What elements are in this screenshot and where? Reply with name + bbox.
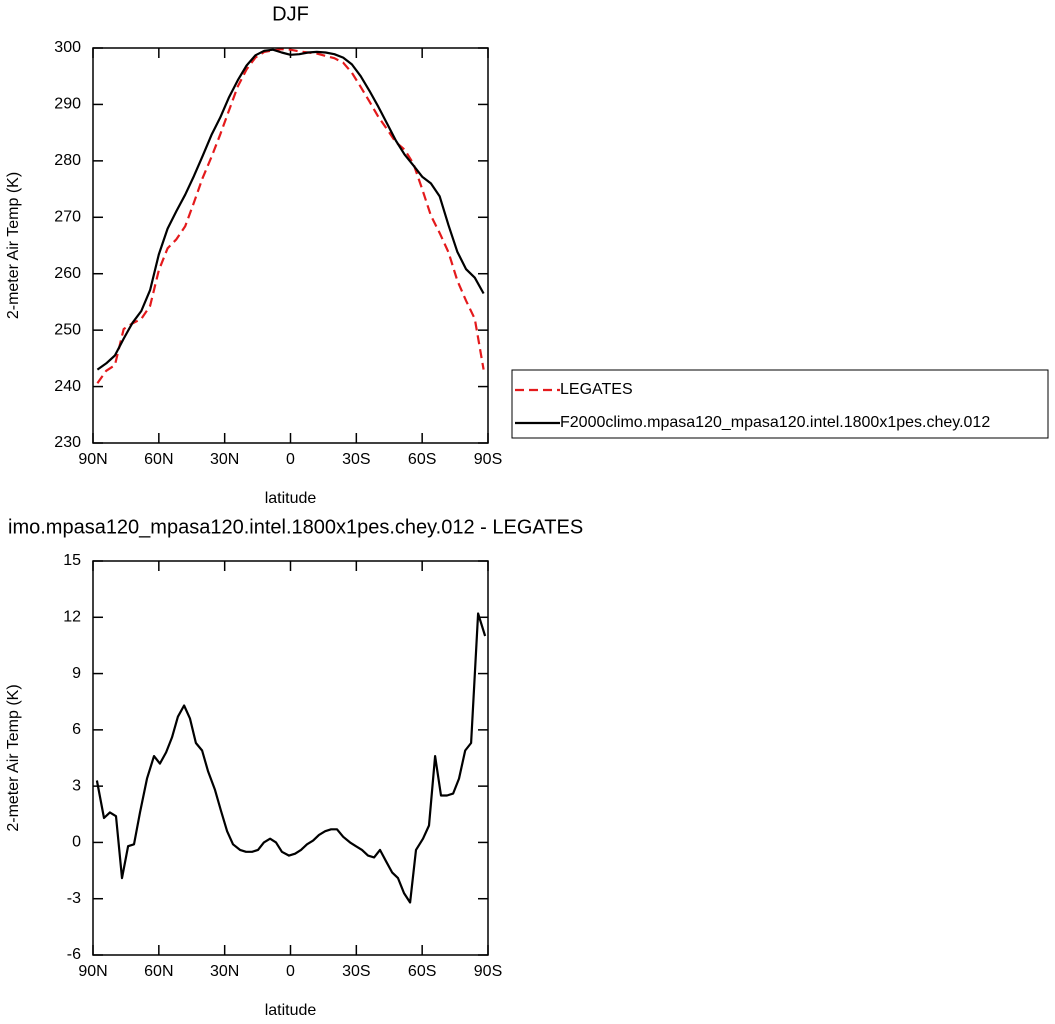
chart-title: DJF (272, 3, 309, 25)
y-tick-label: 270 (54, 209, 81, 226)
x-tick-label: 0 (286, 963, 295, 980)
x-tick-label: 90S (474, 451, 502, 468)
y-tick-label: 280 (54, 152, 81, 169)
x-axis-label: latitude (265, 1002, 317, 1019)
chart-title: imo.mpasa120_mpasa120.intel.1800x1pes.ch… (8, 516, 583, 538)
y-tick-label: 260 (54, 265, 81, 282)
x-tick-label: 60N (144, 451, 173, 468)
x-tick-label: 60N (144, 963, 173, 980)
line-series (96, 48, 485, 384)
x-tick-label: 90S (474, 963, 502, 980)
y-tick-label: 240 (54, 378, 81, 395)
x-tick-label: 30N (210, 963, 239, 980)
y-tick-label: 12 (63, 609, 81, 626)
x-axis-label: latitude (265, 490, 317, 507)
y-axis-label: 2-meter Air Temp (K) (5, 172, 22, 319)
y-tick-label: 230 (54, 434, 81, 451)
line-series (96, 48, 485, 371)
y-tick-label: -3 (67, 890, 81, 907)
legend-label: LEGATES (560, 381, 633, 398)
x-tick-label: 90N (78, 963, 107, 980)
line-series (95, 612, 487, 904)
y-axis-label: 2-meter Air Temp (K) (5, 684, 22, 831)
y-tick-label: 9 (72, 665, 81, 682)
x-tick-label: 60S (408, 451, 436, 468)
y-tick-label: 290 (54, 96, 81, 113)
plot-frame (92, 560, 489, 956)
x-tick-label: 30S (342, 963, 370, 980)
x-tick-label: 30S (342, 451, 370, 468)
x-tick-label: 60S (408, 963, 436, 980)
y-tick-label: 250 (54, 321, 81, 338)
y-tick-label: -6 (67, 946, 81, 963)
x-tick-label: 0 (286, 451, 295, 468)
x-tick-label: 30N (210, 451, 239, 468)
legend-box (511, 369, 1049, 439)
y-tick-label: 6 (72, 721, 81, 738)
plot-frame (92, 47, 489, 444)
y-tick-label: 3 (72, 777, 81, 794)
legend-label: F2000climo.mpasa120_mpasa120.intel.1800x… (560, 414, 990, 431)
legend: LEGATES F2000climo.mpasa120_mpasa120.inte… (511, 369, 1049, 439)
x-tick-label: 90N (78, 451, 107, 468)
y-tick-label: 300 (54, 39, 81, 56)
y-tick-label: 15 (63, 552, 81, 569)
y-tick-label: 0 (72, 834, 81, 851)
